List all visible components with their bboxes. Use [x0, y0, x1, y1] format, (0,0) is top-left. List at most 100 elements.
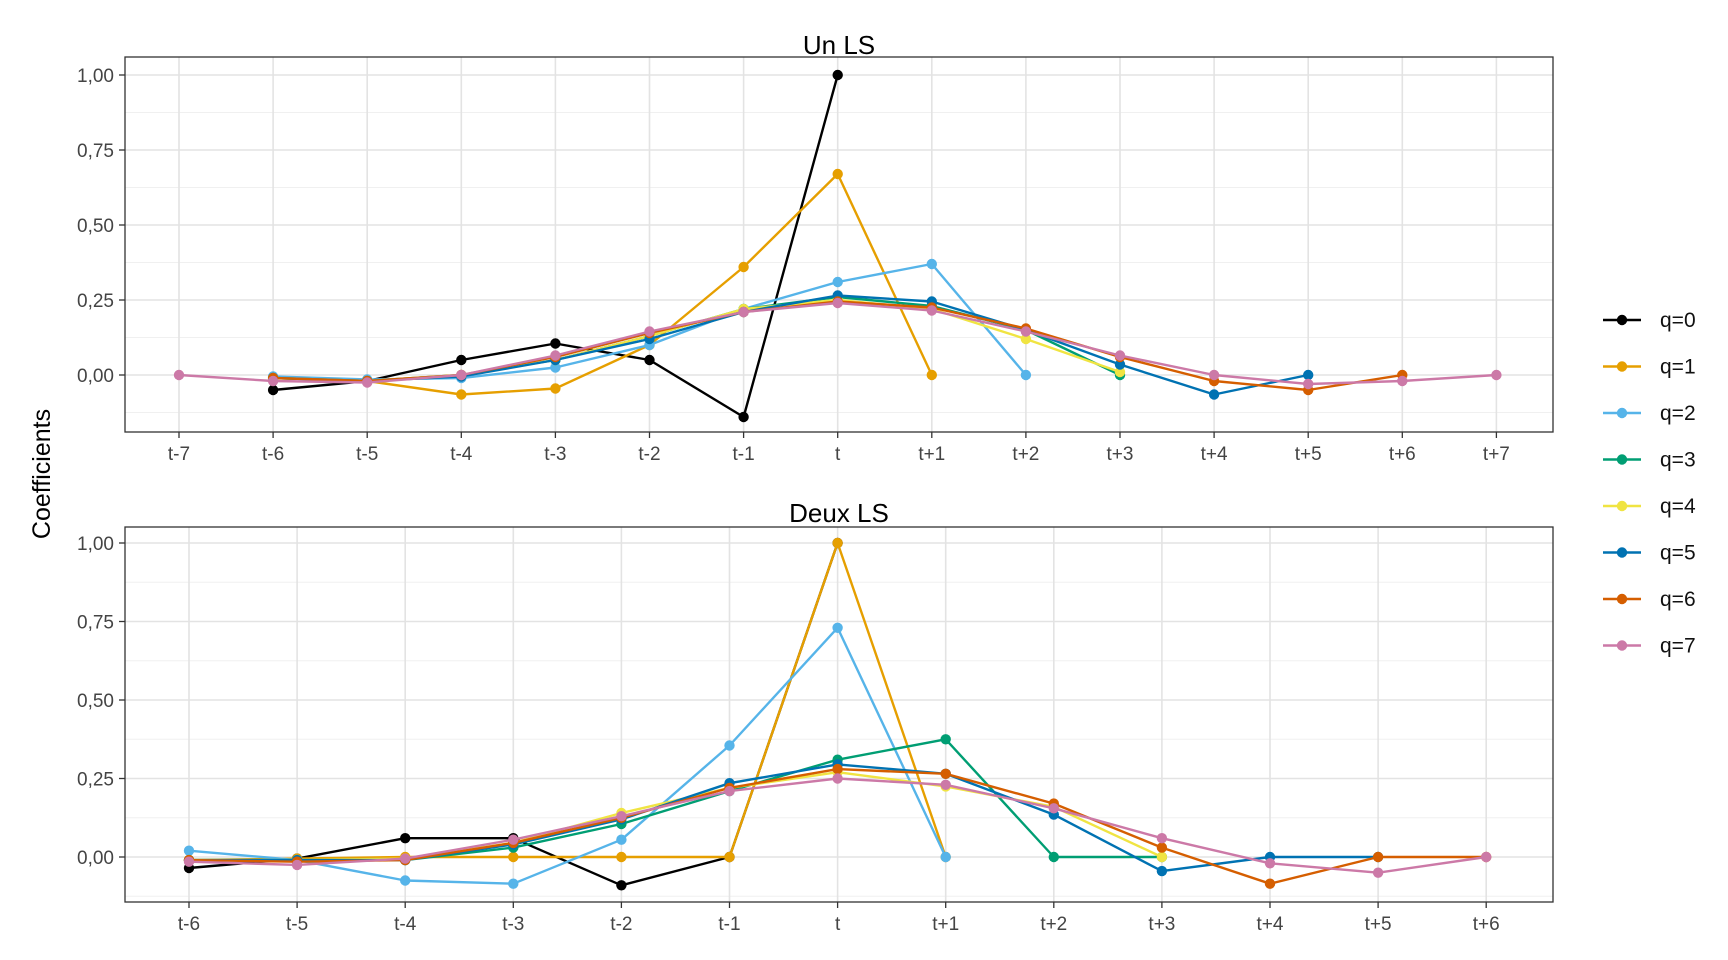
panel-2-series-q4-point — [1156, 851, 1168, 863]
panel-1-series-q1-point — [832, 168, 843, 180]
panel-1-y-tick-label: 0,75 — [77, 141, 114, 162]
panel-1-series-q0-point — [267, 384, 279, 396]
panel-1-series-q7-point — [832, 297, 843, 309]
legend-item-q4-label: q=4 — [1660, 495, 1696, 518]
panel-1-series-q5-point — [1303, 369, 1314, 381]
panel-1-x-tick-label: t-7 — [168, 444, 190, 465]
panel-2-series-q0-point — [400, 833, 411, 844]
panel-1-x-tick-label: t+1 — [918, 444, 945, 465]
panel-2-series-q2-point — [508, 878, 519, 889]
panel-2-x-tick-label: t-5 — [286, 914, 308, 935]
panel-1-series-q5-point — [1114, 359, 1126, 370]
panel-2-series-q6-point — [1372, 851, 1384, 863]
panel-2-x-tick-label: t+6 — [1473, 914, 1500, 935]
panel-1-series-q0-point — [550, 338, 561, 349]
panel-2-y-tick-label: 0,50 — [77, 691, 114, 712]
legend-item-q2-label: q=2 — [1660, 402, 1696, 425]
panel-2-x-tick-label: t-6 — [178, 914, 200, 935]
panel-2-series-q1-line — [188, 541, 947, 862]
panel-2-series-q2-point — [616, 834, 627, 845]
legend-item-q6-point-key — [1616, 593, 1628, 605]
panel-1-title: Un LS — [803, 30, 875, 60]
panel-1-x-tick-label: t+4 — [1201, 444, 1228, 465]
panel-1-series-q7-point — [550, 350, 561, 361]
panel-1-series-q4-point — [1114, 366, 1126, 378]
panel-1-x-tick-label: t+5 — [1295, 444, 1322, 465]
panel-1-border — [124, 56, 1554, 433]
panel-2-series-q6-point — [832, 763, 843, 775]
panel-2-series-q7-point — [1481, 851, 1492, 863]
legend-item-q3-point-key — [1616, 454, 1628, 465]
panel-2-series-q6-point — [940, 768, 951, 779]
panel-2-series-q7-point — [1156, 833, 1168, 844]
panel-2-series-q7-point — [832, 773, 843, 784]
legend-item-q0-point-key — [1616, 314, 1628, 326]
legend-item-q7-label: q=7 — [1660, 635, 1696, 658]
panel-1-y-tick-label: 1,00 — [77, 66, 114, 87]
panel-1-y-tick-label: 0,00 — [77, 366, 114, 387]
panel-2-series-q7-point — [616, 811, 627, 822]
panel-2-x-tick-label: t+5 — [1365, 914, 1392, 935]
panel-2-series-q7-point — [291, 859, 303, 871]
legend-item-q4-point-key — [1616, 500, 1628, 512]
panel-2-x-tick-label: t-1 — [718, 914, 740, 935]
panel-2-series-q3-point — [940, 734, 951, 745]
panel-1-x-tick-label: t-3 — [544, 444, 566, 465]
legend-item-q6-label: q=6 — [1660, 588, 1696, 611]
panel-2-series-q2-point — [940, 851, 951, 863]
panel-1-series-q1-point — [456, 389, 467, 400]
panel-2-series-q5-point — [1156, 865, 1168, 877]
panel-1-x-tick-label: t-5 — [356, 444, 378, 465]
panel-2-y-tick-label: 1,00 — [77, 534, 114, 555]
panel-1-y-tick-label: 0,25 — [77, 291, 114, 312]
panel-1-series-q1-point — [550, 383, 561, 394]
panel-2-series-q7-point — [183, 856, 195, 867]
panel-2-border — [124, 526, 1554, 903]
panel-2-series-q0-point — [616, 880, 627, 891]
panel-1-series-q7-point — [267, 375, 279, 387]
panel-1-series-q7-point — [644, 326, 655, 337]
panel-2-y-tick-label: 0,75 — [77, 613, 114, 634]
panel-1-series-q2-point — [832, 276, 843, 288]
panel-1-series-q7-point — [1491, 369, 1502, 381]
legend-item-q1-label: q=1 — [1660, 356, 1696, 379]
panel-2-x-tick-label: t-2 — [610, 914, 632, 935]
panel-1-series-q7-point — [926, 305, 937, 316]
panel-2-x-tick-label: t-4 — [394, 914, 417, 935]
panel-1-series-q7-point — [362, 377, 373, 388]
panel-1-series-q7-point — [173, 369, 185, 381]
panel-1-series-q7-point — [1020, 326, 1032, 337]
panel-1-x-tick-label: t-2 — [638, 444, 660, 465]
panel-1-series-q1-point — [738, 261, 749, 273]
panel-1-series-q0-point — [738, 411, 749, 423]
panel-1-series-q0-point — [456, 354, 467, 366]
panel-2-x-tick-label: t+2 — [1040, 914, 1067, 935]
legend-item-q5-label: q=5 — [1660, 542, 1696, 565]
panel-2-x-tick-label: t — [835, 914, 841, 935]
panel-2-background — [125, 527, 1553, 902]
panel-1-series-q7-point — [738, 306, 749, 318]
panel-2-series-q7-point — [400, 853, 411, 864]
panel-2-series-q2-point — [724, 740, 735, 751]
panel-2-series-q1-point — [832, 537, 843, 549]
panel-1-x-tick-label: t+7 — [1483, 444, 1510, 465]
panel-1-x-tick-label: t-6 — [262, 444, 284, 465]
panel-1-y-tick-label: 0,50 — [77, 216, 114, 237]
panel-2-title: Deux LS — [789, 498, 889, 528]
panel-1-background — [125, 57, 1553, 432]
panel-1-series-q7-point — [1114, 350, 1126, 361]
panel-2-series-q7-point — [1264, 858, 1276, 869]
panel-2-x-tick-label: t+3 — [1148, 914, 1175, 935]
panel-2-series-q1-point — [724, 851, 735, 863]
panel-1-series-q7-point — [1303, 378, 1314, 390]
panel-2-series-q7-point — [508, 834, 519, 845]
panel-1-series-q7-point — [456, 369, 467, 381]
legend-item-q5-point-key — [1616, 547, 1628, 558]
panel-2-series-q7-point — [1372, 867, 1384, 878]
panel-2-series-q2-point — [183, 845, 195, 856]
panel-1-series-q1-point — [926, 369, 937, 381]
panel-2-series-q7-point — [1048, 803, 1060, 814]
panel-2-y-tick-label: 0,00 — [77, 848, 114, 869]
panel-2-series-q3-point — [1048, 851, 1060, 863]
